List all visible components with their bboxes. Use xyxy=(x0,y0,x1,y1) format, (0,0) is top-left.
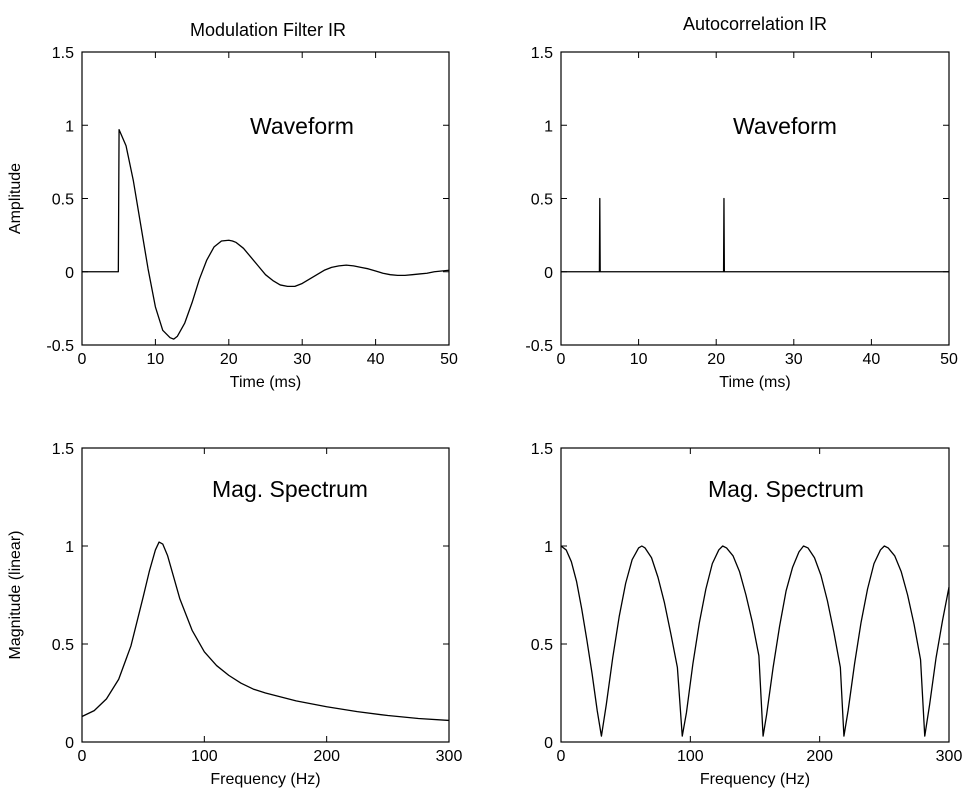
y-tick-label: 0 xyxy=(65,265,74,282)
x-tick-label: 50 xyxy=(940,351,958,368)
chart-title: Modulation Filter IR xyxy=(190,20,346,40)
chart-annotation: Mag. Spectrum xyxy=(708,476,864,502)
chart-annotation: Waveform xyxy=(250,113,354,139)
chart-annotation: Mag. Spectrum xyxy=(212,476,368,502)
x-tick-label: 300 xyxy=(936,748,963,765)
x-tick-label: 100 xyxy=(191,748,218,765)
y-axis-label: Magnitude (linear) xyxy=(7,531,24,660)
x-tick-label: 20 xyxy=(220,351,238,368)
x-tick-label: 0 xyxy=(78,351,87,368)
y-tick-label: 1.5 xyxy=(52,45,74,62)
x-tick-label: 0 xyxy=(557,748,566,765)
x-tick-label: 100 xyxy=(677,748,704,765)
y-tick-label: 0 xyxy=(544,265,553,282)
x-axis-label: Time (ms) xyxy=(230,374,301,391)
x-tick-label: 200 xyxy=(313,748,340,765)
x-tick-label: 0 xyxy=(557,351,566,368)
x-axis-label: Frequency (Hz) xyxy=(700,771,810,788)
x-tick-label: 40 xyxy=(863,351,881,368)
y-tick-label: 0 xyxy=(65,735,74,752)
y-tick-label: 1 xyxy=(544,539,553,556)
y-tick-label: 1 xyxy=(65,118,74,135)
x-axis-label: Frequency (Hz) xyxy=(210,771,320,788)
x-tick-label: 300 xyxy=(436,748,463,765)
x-axis-label: Time (ms) xyxy=(719,374,790,391)
x-tick-label: 20 xyxy=(707,351,725,368)
y-tick-label: 1.5 xyxy=(531,45,553,62)
chart-panel-4: 0 100 200 300 0 0.5 1 1.5 Mag. Spectrum Frequency… xyxy=(531,441,963,788)
x-tick-label: 30 xyxy=(293,351,311,368)
x-tick-label: 10 xyxy=(630,351,648,368)
x-tick-label: 200 xyxy=(806,748,833,765)
y-tick-label: 1.5 xyxy=(531,441,553,458)
x-tick-label: 40 xyxy=(367,351,385,368)
plot-frame xyxy=(560,51,950,346)
y-tick-label: 1 xyxy=(65,539,74,556)
x-tick-label: 0 xyxy=(78,748,87,765)
y-tick-label: -0.5 xyxy=(46,338,74,355)
y-tick-label: 0.5 xyxy=(531,192,553,209)
chart-annotation: Waveform xyxy=(733,113,837,139)
y-tick-label: 0 xyxy=(544,735,553,752)
x-tick-label: 50 xyxy=(440,351,458,368)
series-line xyxy=(561,197,949,273)
x-tick-label: 10 xyxy=(147,351,165,368)
plot-frame xyxy=(560,447,950,743)
y-tick-label: 1.5 xyxy=(52,441,74,458)
y-tick-label: 1 xyxy=(544,118,553,135)
chart-panel-3: 0 100 200 300 0 0.5 1 1.5 Mag. Spectrum Frequency… xyxy=(7,441,462,788)
y-axis-label: Amplitude xyxy=(7,163,24,234)
plot-frame xyxy=(81,51,450,346)
plot-frame xyxy=(81,447,450,743)
x-tick-label: 30 xyxy=(785,351,803,368)
y-tick-label: -0.5 xyxy=(525,338,553,355)
series-line xyxy=(81,541,450,722)
y-tick-label: 0.5 xyxy=(52,192,74,209)
chart-title: Autocorrelation IR xyxy=(683,14,827,34)
series-line xyxy=(560,545,950,737)
y-tick-label: 0.5 xyxy=(52,637,74,654)
series-line xyxy=(82,129,450,340)
y-tick-label: 0.5 xyxy=(531,637,553,654)
